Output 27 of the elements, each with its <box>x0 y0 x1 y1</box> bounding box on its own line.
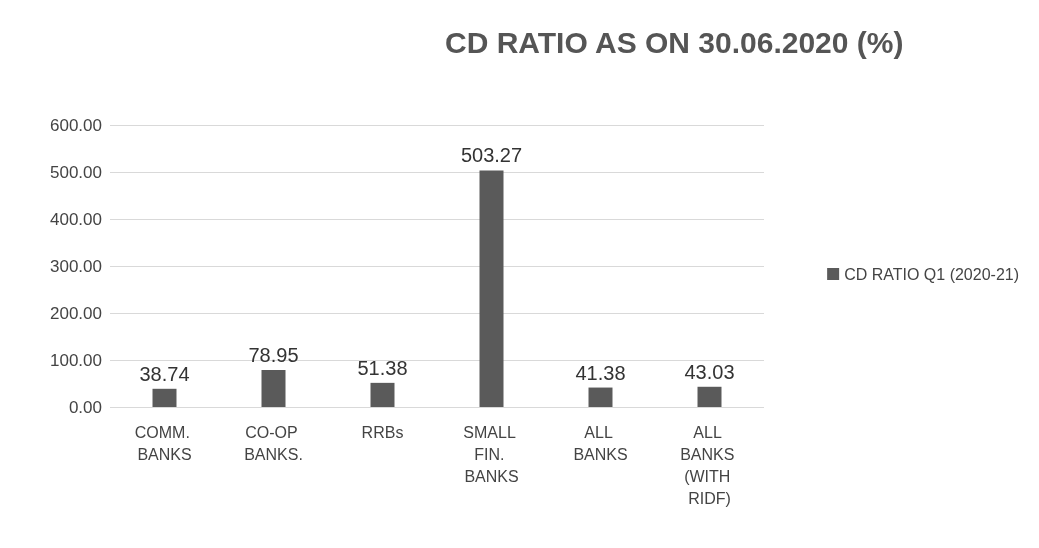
x-tick-label: CO-OP BANKS. <box>244 423 303 463</box>
y-tick-label: 0.00 <box>68 397 102 417</box>
y-tick-label: 200.00 <box>50 303 102 323</box>
x-tick-label: ALL BANKS <box>573 423 628 463</box>
bar <box>370 382 395 407</box>
bar <box>697 386 722 407</box>
bar <box>261 369 286 407</box>
y-tick-label: 500.00 <box>50 162 102 182</box>
y-tick-label: 300.00 <box>50 256 102 276</box>
x-tick-label: COMM. BANKS <box>134 423 195 463</box>
data-label: 51.38 <box>357 356 408 379</box>
bar <box>152 388 177 407</box>
legend-label: CD RATIO Q1 (2020-21) <box>844 265 1020 283</box>
x-tick-label: SMALL FIN. BANKS <box>463 423 520 485</box>
x-tick-label: RRBs <box>361 423 404 441</box>
bar <box>479 170 504 407</box>
y-tick-label: 100.00 <box>50 350 102 370</box>
y-tick-label: 600.00 <box>50 115 102 135</box>
data-label: 78.95 <box>248 343 299 366</box>
bar <box>588 387 613 407</box>
data-label: 38.74 <box>139 362 190 385</box>
data-label: 503.27 <box>460 144 523 167</box>
data-label: 43.03 <box>684 360 735 383</box>
x-tick-label: ALL BANKS (WITH RIDF) <box>680 423 739 507</box>
chart-title: CD RATIO AS ON 30.06.2020 (%) <box>445 25 904 59</box>
y-tick-label: 400.00 <box>50 209 102 229</box>
data-label: 41.38 <box>575 361 626 384</box>
